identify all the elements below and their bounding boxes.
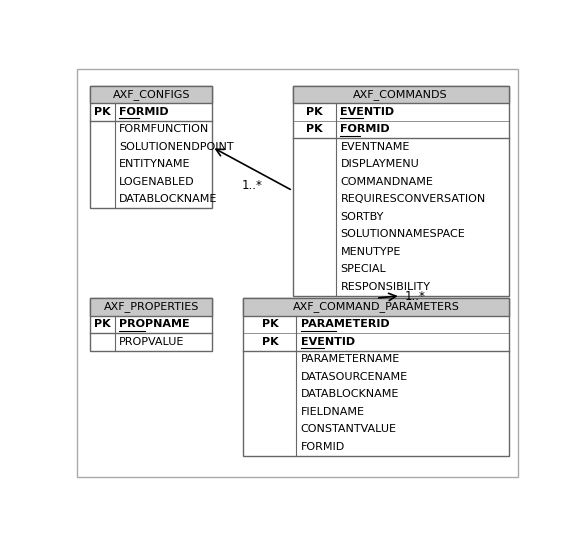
Text: PK: PK [262,337,278,347]
Text: COMMANDNAME: COMMANDNAME [340,177,433,187]
Bar [293,86,509,296]
Bar [90,86,212,208]
Text: PROPVALUE: PROPVALUE [119,337,184,347]
Text: PK: PK [95,107,111,117]
Text: 1..*: 1..* [405,291,426,304]
Text: REQUIRESCONVERSATION: REQUIRESCONVERSATION [340,194,485,204]
Text: AXF_COMMANDS: AXF_COMMANDS [353,89,448,100]
Bar [90,86,212,103]
Text: FIELDNAME: FIELDNAME [301,407,365,417]
Bar [244,298,509,456]
Text: PK: PK [262,319,278,329]
Text: CONSTANTVALUE: CONSTANTVALUE [301,425,397,434]
Text: FORMID: FORMID [119,107,169,117]
Text: DATASOURCENAME: DATASOURCENAME [301,372,408,382]
Text: DATABLOCKNAME: DATABLOCKNAME [301,390,399,399]
Text: SPECIAL: SPECIAL [340,265,386,274]
Text: ENTITYNAME: ENTITYNAME [119,160,191,169]
Text: PK: PK [306,107,322,117]
Text: EVENTID: EVENTID [301,337,355,347]
Text: FORMID: FORMID [340,124,390,135]
Text: AXF_PROPERTIES: AXF_PROPERTIES [103,301,199,312]
Text: SOLUTIONNAMESPACE: SOLUTIONNAMESPACE [340,229,465,240]
Text: RESPONSIBILITY: RESPONSIBILITY [340,282,430,292]
Text: AXF_CONFIGS: AXF_CONFIGS [113,89,190,100]
Bar [90,298,212,351]
Text: EVENTNAME: EVENTNAME [340,142,410,152]
Text: FORMFUNCTION: FORMFUNCTION [119,124,209,135]
Text: EVENTID: EVENTID [340,107,394,117]
Text: 1..*: 1..* [242,179,263,192]
Text: DISPLAYMENU: DISPLAYMENU [340,160,419,169]
Bar [90,298,212,316]
Text: PK: PK [306,124,322,135]
Text: MENUTYPE: MENUTYPE [340,247,401,257]
Bar [244,298,509,316]
Text: PROPNAME: PROPNAME [119,319,190,329]
Text: SORTBY: SORTBY [340,212,384,222]
Text: PARAMETERID: PARAMETERID [301,319,390,329]
Text: AXF_COMMAND_PARAMETERS: AXF_COMMAND_PARAMETERS [292,301,459,312]
Text: DATABLOCKNAME: DATABLOCKNAME [119,194,218,204]
Bar [293,86,509,103]
Text: SOLUTIONENDPOINT: SOLUTIONENDPOINT [119,142,234,152]
Text: LOGENABLED: LOGENABLED [119,177,195,187]
Text: PK: PK [95,319,111,329]
Text: FORMID: FORMID [301,442,345,452]
Text: PARAMETERNAME: PARAMETERNAME [301,354,400,365]
